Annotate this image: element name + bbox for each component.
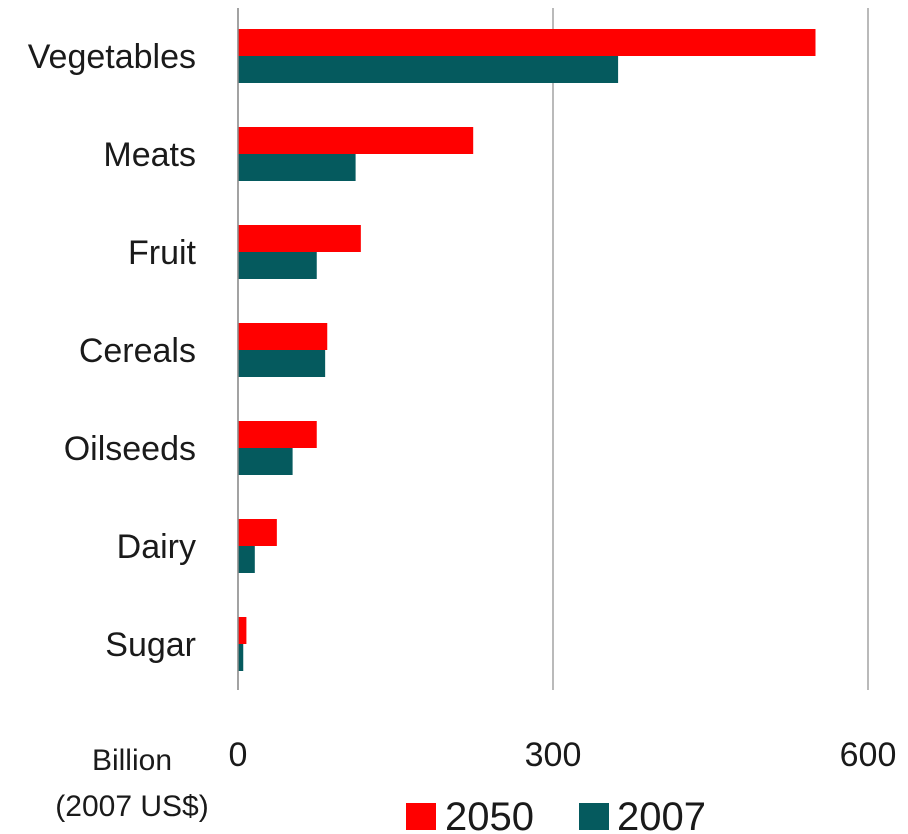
legend-swatch-2050 xyxy=(406,803,436,830)
bar-dairy-2007 xyxy=(238,546,255,573)
x-axis-unit-line-2: (2007 US$) xyxy=(55,790,208,823)
bars xyxy=(237,8,816,690)
bar-sugar-2007 xyxy=(238,644,244,671)
bar-fruit-2007 xyxy=(238,252,317,279)
bar-cereals-2007 xyxy=(238,350,326,377)
bar-sugar-2050 xyxy=(238,617,247,644)
bar-dairy-2050 xyxy=(238,519,277,546)
category-label-vegetables: Vegetables xyxy=(28,38,196,76)
category-label-fruit: Fruit xyxy=(128,234,197,272)
bar-cereals-2050 xyxy=(238,323,328,350)
bar-oilseeds-2007 xyxy=(238,448,293,475)
x-tick-label-0: 0 xyxy=(229,736,248,774)
legend-label-2050: 2050 xyxy=(445,795,534,834)
bar-meats-2050 xyxy=(238,127,474,154)
category-label-oilseeds: Oilseeds xyxy=(64,430,196,468)
x-axis-unit-line-1: Billion xyxy=(92,744,172,777)
bar-fruit-2050 xyxy=(238,225,361,252)
x-tick-label-300: 300 xyxy=(525,736,582,774)
category-label-cereals: Cereals xyxy=(79,332,196,370)
gridlines xyxy=(237,8,869,690)
bar-vegetables-2007 xyxy=(238,56,619,83)
x-tick-labels: 0 300 600 xyxy=(229,736,897,774)
legend: 2050 2007 xyxy=(406,795,706,834)
legend-label-2007: 2007 xyxy=(617,795,706,834)
bar-vegetables-2050 xyxy=(238,29,816,56)
category-label-meats: Meats xyxy=(103,136,196,174)
category-label-dairy: Dairy xyxy=(117,528,196,566)
category-labels: Vegetables Meats Fruit Cereals Oilseeds Dairy… xyxy=(28,38,197,664)
bar-oilseeds-2050 xyxy=(238,421,317,448)
x-tick-label-600: 600 xyxy=(840,736,897,774)
bar-meats-2007 xyxy=(238,154,356,181)
legend-swatch-2007 xyxy=(579,803,609,830)
category-label-sugar: Sugar xyxy=(105,626,196,664)
